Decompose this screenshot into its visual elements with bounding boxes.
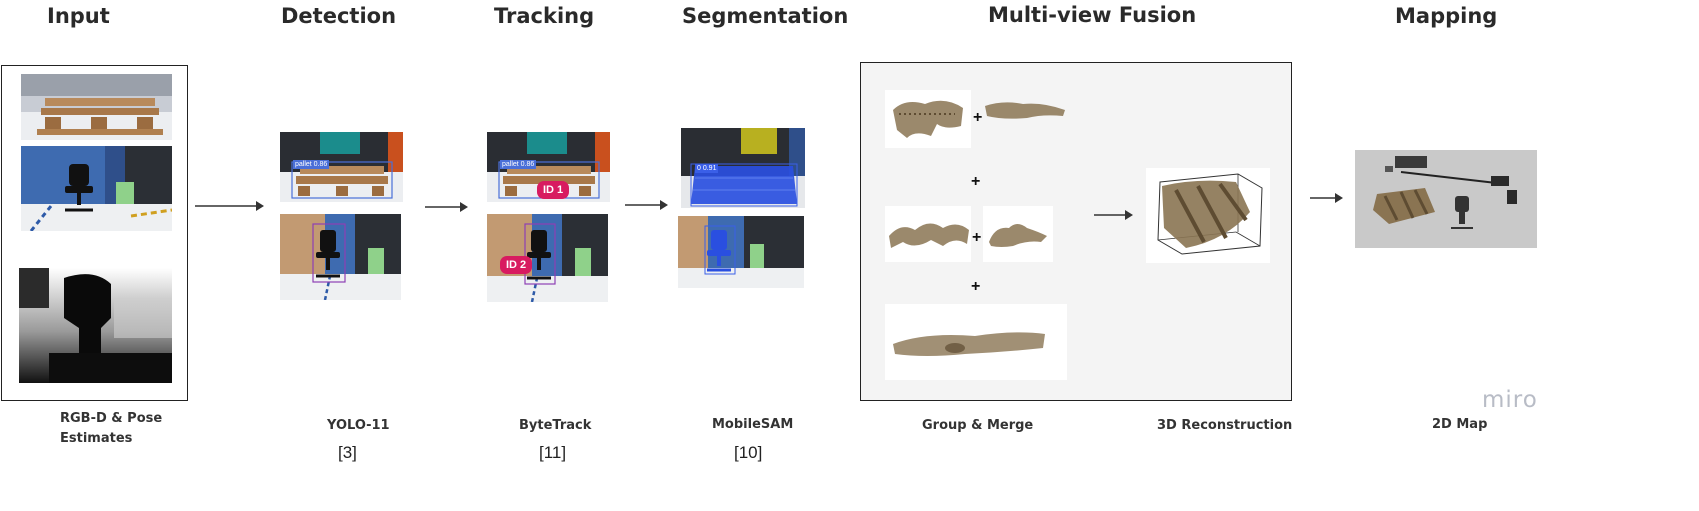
bounding-box-3d-icon [1157, 173, 1263, 255]
point-cloud-icon [893, 100, 963, 138]
fusion-cloud-5 [885, 304, 1067, 380]
point-cloud-icon [893, 332, 1045, 356]
stage-title-tracking: Tracking [494, 4, 595, 28]
pallet-icon [21, 74, 172, 140]
ref-tracking: [11] [539, 443, 567, 462]
point-cloud-icon [889, 223, 969, 248]
plus-icon: + [973, 109, 983, 126]
segmentation-pallet-label: 0 0.91 [695, 164, 719, 173]
stage-title-mapping: Mapping [1395, 4, 1498, 28]
arrow-right-icon [625, 200, 668, 210]
arrow-right-icon [1310, 193, 1343, 203]
brand-watermark: miro [1482, 387, 1538, 413]
fusion-reconstruction-image [1146, 168, 1270, 263]
tracking-id-tag-2: ID 2 [500, 256, 533, 274]
caption-fusion-right: 3D Reconstruction [1157, 418, 1293, 433]
point-cloud-icon [985, 102, 1065, 119]
mapping-2d-map-image [1355, 150, 1537, 248]
ref-detection: [3] [338, 443, 357, 462]
caption-mapping: 2D Map [1432, 417, 1488, 432]
stage-title-segmentation: Segmentation [682, 4, 849, 28]
arrow-right-icon [195, 201, 264, 211]
input-rgb-chair-image [21, 146, 172, 231]
fusion-cloud-2 [983, 96, 1067, 126]
arrow-right-icon [425, 202, 468, 212]
caption-fusion-left: Group & Merge [922, 418, 1034, 433]
office-chair-icon [21, 146, 172, 231]
arrow-right-icon [1094, 210, 1133, 220]
tracking-id-tag-1: ID 1 [537, 181, 570, 199]
input-rgb-pallet-image [21, 74, 172, 140]
input-panel [1, 65, 188, 401]
occupancy-map-icon [1355, 150, 1537, 248]
detection-pallet-image [280, 132, 403, 202]
caption-segmentation: MobileSAM [712, 417, 794, 432]
stage-title-detection: Detection [281, 4, 397, 28]
input-depth-image [19, 268, 172, 383]
fusion-cloud-3 [885, 206, 971, 262]
tracking-pallet-label: pallet 0.86 [500, 160, 537, 169]
segmentation-chair-image [678, 216, 804, 288]
point-cloud-icon [989, 224, 1047, 247]
detection-pallet-label: pallet 0.86 [293, 160, 330, 169]
plus-icon: + [971, 173, 981, 190]
detection-chair-image [280, 214, 401, 300]
fusion-cloud-4 [983, 206, 1053, 262]
fusion-cloud-1 [885, 90, 971, 148]
depth-map-icon [19, 268, 172, 383]
caption-detection: YOLO-11 [327, 418, 390, 433]
plus-icon: + [971, 278, 981, 295]
stage-title-fusion: Multi-view Fusion [988, 3, 1197, 27]
ref-segmentation: [10] [734, 443, 763, 462]
caption-tracking: ByteTrack [519, 418, 592, 433]
plus-icon: + [972, 229, 982, 246]
caption-input: RGB-D & Pose Estimates [60, 411, 163, 446]
segmentation-pallet-image [681, 128, 805, 208]
stage-title-input: Input [47, 4, 110, 28]
